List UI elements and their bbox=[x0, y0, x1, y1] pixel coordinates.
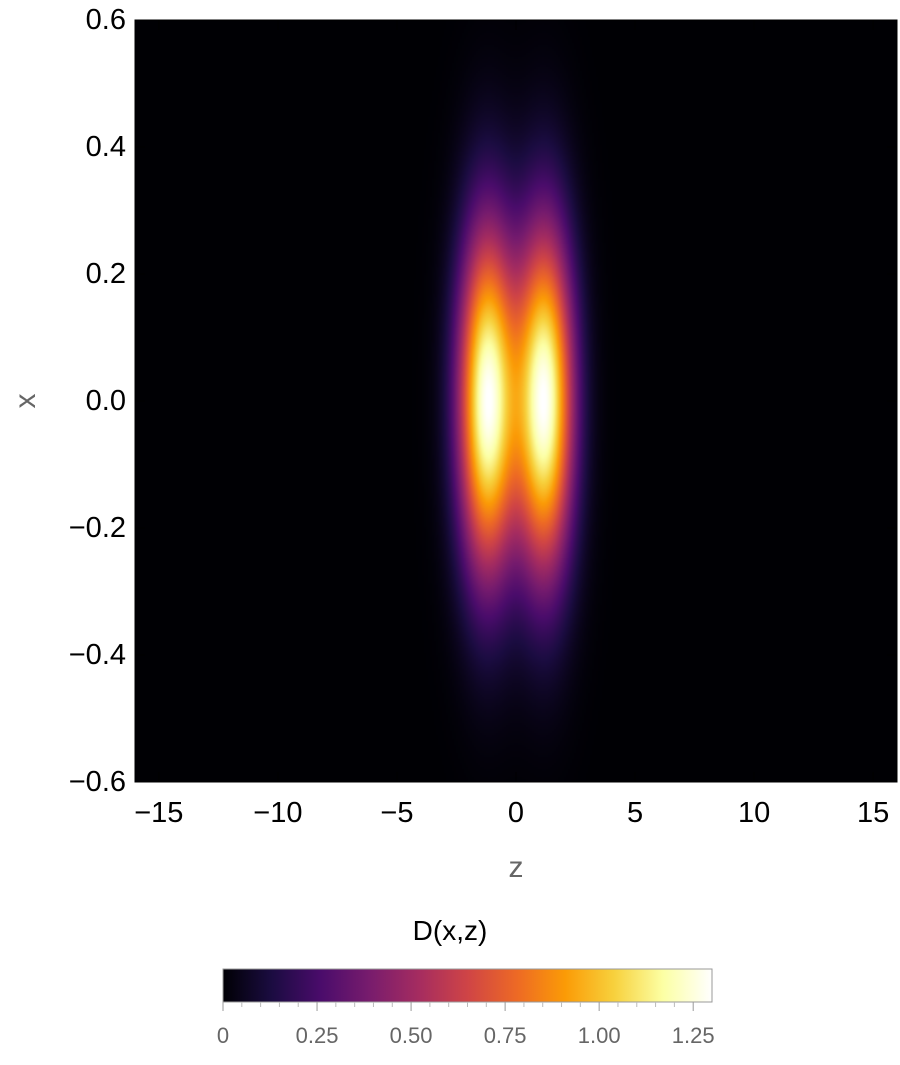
y-tick-label: 0.0 bbox=[86, 385, 126, 417]
colorbar-tick-label: 0.50 bbox=[390, 1023, 433, 1048]
x-tick-label: 10 bbox=[738, 797, 770, 829]
colorbar-tick-label: 0.25 bbox=[296, 1023, 339, 1048]
y-tick-label: −0.6 bbox=[69, 766, 126, 798]
colorbar-tick-label: 0.75 bbox=[484, 1023, 527, 1048]
x-tick-label: 0 bbox=[508, 797, 524, 829]
y-tick-label: 0.4 bbox=[86, 131, 126, 163]
y-axis-label: x bbox=[9, 394, 42, 409]
y-tick-label: −0.4 bbox=[69, 639, 126, 671]
colorbar-gradient bbox=[222, 968, 713, 1003]
y-tick-label: −0.2 bbox=[69, 512, 126, 544]
colorbar-title: D(x,z) bbox=[413, 915, 488, 946]
x-tick-label: −10 bbox=[253, 797, 302, 829]
y-axis-ticks: 0.6 0.4 0.2 0.0 −0.2 −0.4 −0.6 bbox=[69, 4, 897, 798]
colorbar-tick-label: 1.25 bbox=[672, 1023, 715, 1048]
x-tick-label: −15 bbox=[134, 797, 183, 829]
colorbar-tick-label: 1.00 bbox=[578, 1023, 621, 1048]
colorbar-tick-label: 0 bbox=[217, 1023, 229, 1048]
x-axis-label: z bbox=[509, 851, 524, 884]
y-tick-label: 0.2 bbox=[86, 258, 126, 290]
x-tick-label: 5 bbox=[627, 797, 643, 829]
colorbar-ticks: 0 0.25 0.50 0.75 1.00 1.25 bbox=[217, 1002, 715, 1048]
heatmap-image bbox=[135, 20, 897, 782]
y-tick-label: 0.6 bbox=[86, 4, 126, 36]
x-tick-label: 15 bbox=[857, 797, 889, 829]
x-axis-ticks: −15 −10 −5 0 5 10 15 bbox=[134, 20, 889, 829]
x-tick-label: −5 bbox=[380, 797, 413, 829]
